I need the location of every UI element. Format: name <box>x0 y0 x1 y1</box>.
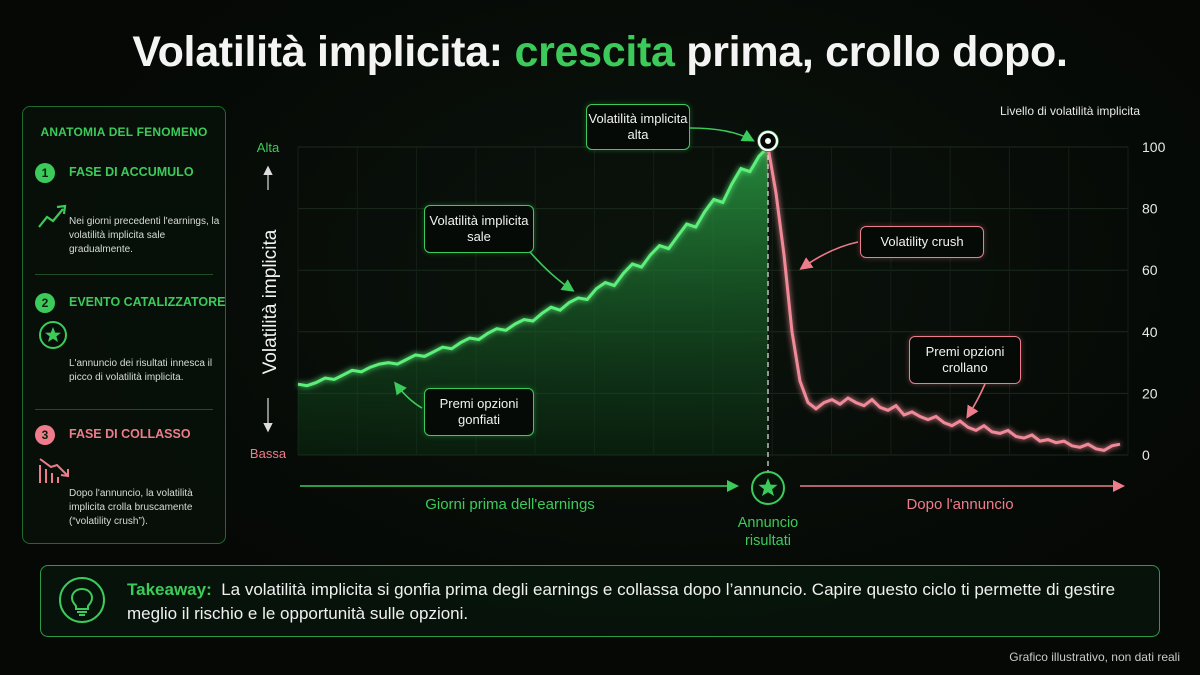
event-star-icon <box>751 471 785 505</box>
phase-description: Nei giorni precedenti l'earnings, la vol… <box>69 216 220 255</box>
anatomy-panel: ANATOMIA DEL FENOMENO 1 FASE DI ACCUMULO… <box>22 106 226 544</box>
trend-down-icon <box>39 458 69 483</box>
takeaway-box: Takeaway: La volatilità implicita si gon… <box>40 565 1160 637</box>
annotation-arrow-high <box>689 127 755 142</box>
phase-number: 1 <box>35 163 55 183</box>
y-tick-label: 20 <box>1142 385 1158 401</box>
timeline-before-label: Giorni prima dell'earnings <box>425 496 595 513</box>
y-tick-label: 0 <box>1142 447 1150 463</box>
takeaway-text-block: Takeaway: La volatilità implicita si gon… <box>127 578 1137 626</box>
title-part-1: Volatilità implicita: <box>132 28 515 76</box>
y-axis-label: Volatilità implicita <box>260 229 281 374</box>
timeline-after-label: Dopo l'annuncio <box>906 496 1014 513</box>
lightbulb-icon <box>59 577 105 623</box>
phase-title: EVENTO CATALIZZATORE <box>69 295 226 309</box>
panel-divider <box>35 274 213 275</box>
annotation-arrow-crush <box>799 241 859 270</box>
y-tick-label: 80 <box>1142 201 1158 217</box>
y-tick-label: 100 <box>1142 139 1166 155</box>
panel-heading: ANATOMIA DEL FENOMENO <box>40 125 208 139</box>
rising-volatility-line <box>297 145 770 388</box>
annotation-arrow-rising <box>529 251 575 292</box>
annotation-arrow-crash <box>966 383 986 419</box>
phase-number: 3 <box>35 425 55 445</box>
annotation-crush: Volatility crush <box>860 226 984 258</box>
right-axis-title: Livello di volatilità implicita <box>1000 104 1141 118</box>
title-part-2: prima, crollo dopo. <box>674 28 1068 76</box>
peak-marker <box>757 130 779 152</box>
phase-description: Dopo l'annuncio, la volatilità implicita… <box>69 488 193 527</box>
page-title: Volatilità implicita: crescita prima, cr… <box>0 28 1200 77</box>
annotation-rising: Volatilità implicita sale <box>424 205 534 253</box>
phase-description: L'annuncio dei risultati innesca il picc… <box>69 358 213 383</box>
y-axis-ticks: 0 20 40 60 80 100 <box>1142 139 1166 463</box>
event-label: Annuncio risultati <box>737 515 799 549</box>
rising-area-fill <box>298 147 768 455</box>
star-icon <box>39 321 67 349</box>
annotation-arrow-premiums <box>394 381 423 409</box>
y-high-label: Alta <box>257 140 280 155</box>
title-highlight: crescita <box>514 28 675 76</box>
peak-point <box>765 138 771 144</box>
panel-divider <box>35 409 213 410</box>
annotation-premiums-inflated: Premi opzioni gonfiati <box>424 388 534 436</box>
y-low-label: Bassa <box>250 446 287 461</box>
crush-volatility-line <box>766 146 1121 452</box>
phase-title: FASE DI COLLASSO <box>69 427 191 441</box>
takeaway-text: La volatilità implicita si gonfia prima … <box>127 580 1116 623</box>
y-tick-label: 40 <box>1142 324 1158 340</box>
trend-up-icon <box>38 204 67 228</box>
annotation-premiums-crash: Premi opzioni crollano <box>909 336 1021 384</box>
annotation-high: Volatilità implicita alta <box>586 104 690 150</box>
y-tick-label: 60 <box>1142 262 1158 278</box>
phase-number: 2 <box>35 293 55 313</box>
footnote: Grafico illustrativo, non dati reali <box>1009 650 1180 664</box>
takeaway-label: Takeaway: <box>127 580 212 599</box>
phase-title: FASE DI ACCUMULO <box>69 165 194 179</box>
